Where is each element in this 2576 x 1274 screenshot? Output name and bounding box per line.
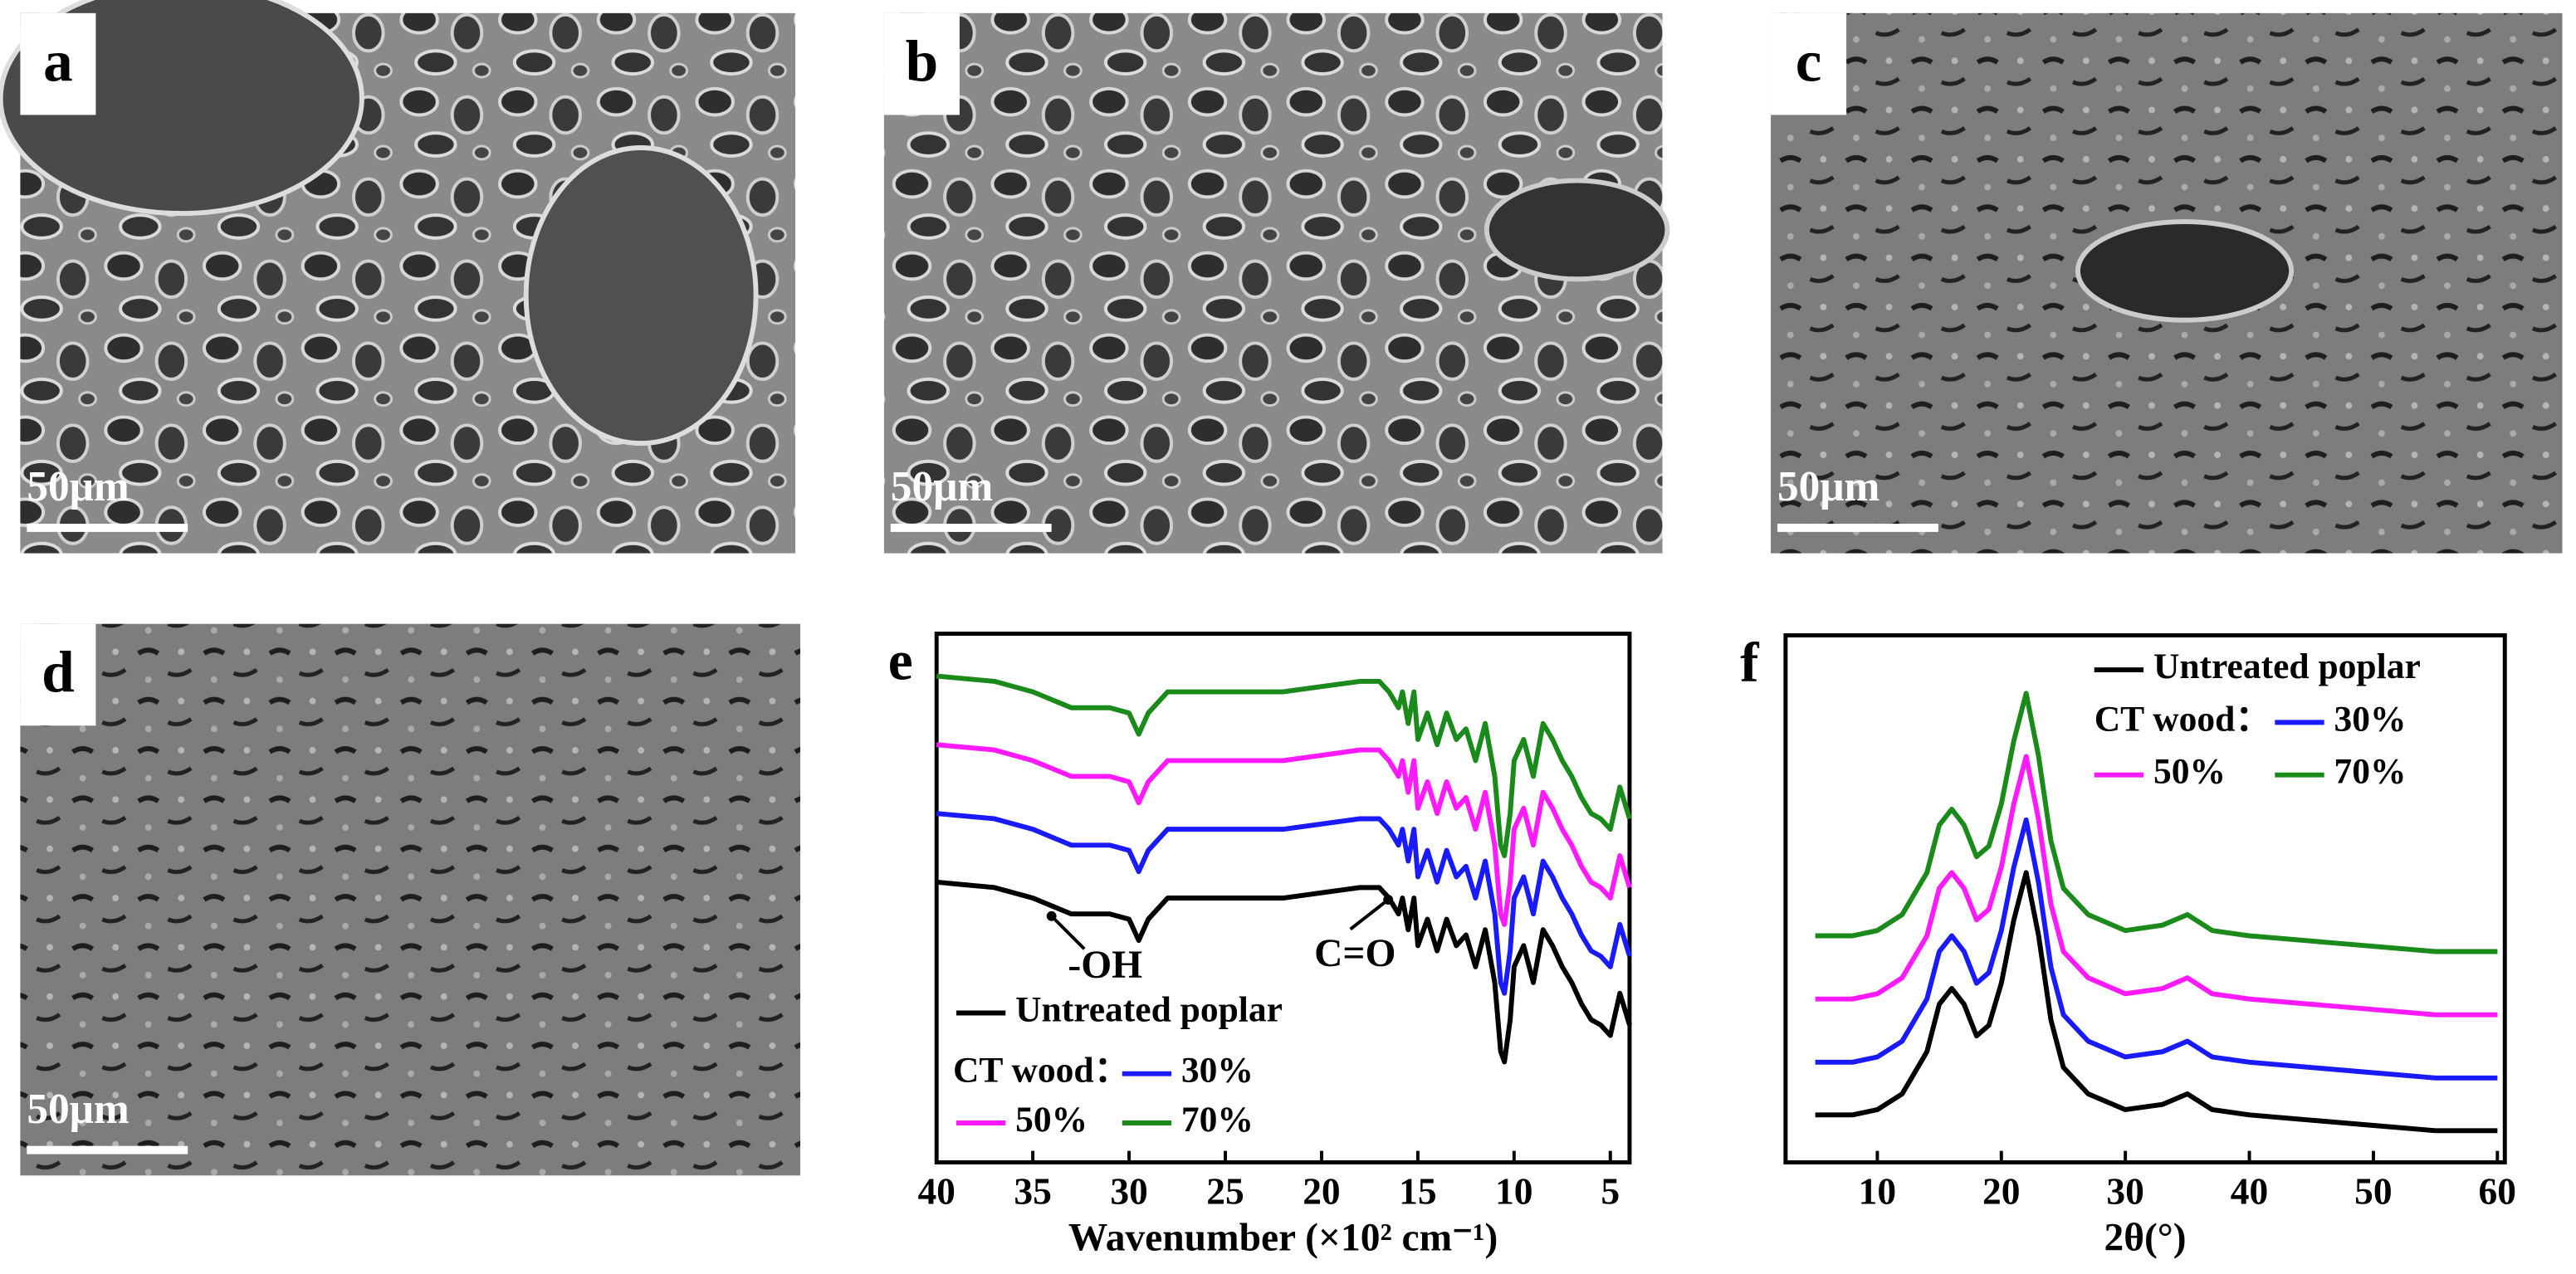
panel-label-bg xyxy=(868,637,934,703)
x-tick-label: 60 xyxy=(2479,1169,2516,1212)
series-line xyxy=(936,811,1632,996)
annotation-arrow xyxy=(1050,915,1086,950)
annotation-arrow xyxy=(1349,898,1390,931)
scale-bar-label: 50μm xyxy=(891,463,993,510)
legend-label: Untreated poplar xyxy=(2153,647,2421,686)
x-tick-label: 25 xyxy=(1206,1169,1244,1212)
series-line xyxy=(1815,870,2498,1134)
scale-bar xyxy=(1777,524,1938,532)
x-tick-label: 20 xyxy=(1303,1169,1340,1212)
x-tick-label: 30 xyxy=(1110,1169,1147,1212)
panel-label-bg xyxy=(1716,638,1782,705)
sem-vessel xyxy=(1484,178,1670,282)
legend-label: Untreated poplar xyxy=(1015,989,1283,1029)
plot-frame xyxy=(1783,633,2507,1164)
x-tick-label: 40 xyxy=(2231,1169,2268,1212)
sem-vessel xyxy=(523,145,759,447)
panel-label: c xyxy=(1796,29,1822,94)
x-tick-label: 5 xyxy=(1601,1169,1620,1212)
scale-bar xyxy=(890,524,1052,532)
series-line xyxy=(1815,691,2498,954)
series-line xyxy=(936,879,1632,1065)
annotation: C=O xyxy=(1314,932,1396,975)
series-line xyxy=(936,673,1632,858)
x-tick-label: 10 xyxy=(1495,1169,1532,1212)
legend-prefix: CT wood： xyxy=(2095,699,2271,739)
annotation: -OH xyxy=(1068,944,1142,987)
legend-label: 30% xyxy=(1181,1051,1254,1091)
panel-label-bg xyxy=(883,12,960,115)
legend-label: 50% xyxy=(1015,1100,1088,1140)
legend-label: 70% xyxy=(1181,1100,1254,1140)
series-line xyxy=(1815,817,2498,1081)
series-line xyxy=(1815,754,2498,1018)
scale-bar xyxy=(27,524,188,532)
sem-image xyxy=(883,12,1663,554)
x-tick-label: 30 xyxy=(2106,1169,2143,1212)
sem-vessel xyxy=(2075,219,2295,323)
sem-image xyxy=(20,623,801,1176)
scale-bar-label: 50μm xyxy=(1777,463,1879,510)
x-tick-label: 35 xyxy=(1014,1169,1051,1212)
panel-label: f xyxy=(1740,632,1760,694)
scale-bar xyxy=(27,1145,188,1154)
x-tick-label: 20 xyxy=(1982,1169,2020,1212)
legend-label: 50% xyxy=(2153,752,2226,792)
x-tick-label: 15 xyxy=(1399,1169,1436,1212)
x-tick-label: 50 xyxy=(2354,1169,2392,1212)
panel-label: a xyxy=(43,29,73,94)
scale-bar-label: 50μm xyxy=(27,1086,129,1133)
series-line xyxy=(936,742,1632,927)
panel-label-bg xyxy=(1771,12,1847,115)
panel-label-bg xyxy=(20,623,96,726)
panel-label: e xyxy=(888,630,913,692)
panel-label: b xyxy=(906,29,939,94)
x-axis-label: 2θ(°) xyxy=(2104,1216,2187,1259)
panel-label: d xyxy=(42,640,75,705)
x-tick-label: 40 xyxy=(917,1169,955,1212)
x-axis-label: Wavenumber (×10² cm⁻¹) xyxy=(1068,1216,1498,1259)
annotation-arrowhead xyxy=(1046,910,1057,921)
panel-label-bg xyxy=(20,12,96,115)
plot-frame xyxy=(934,632,1632,1164)
x-tick-label: 10 xyxy=(1859,1169,1896,1212)
legend-label: 70% xyxy=(2334,752,2407,792)
scale-bar-label: 50μm xyxy=(27,463,129,510)
annotation-arrowhead xyxy=(1383,895,1394,905)
legend-prefix: CT wood： xyxy=(953,1051,1130,1091)
legend-label: 30% xyxy=(2334,699,2407,739)
